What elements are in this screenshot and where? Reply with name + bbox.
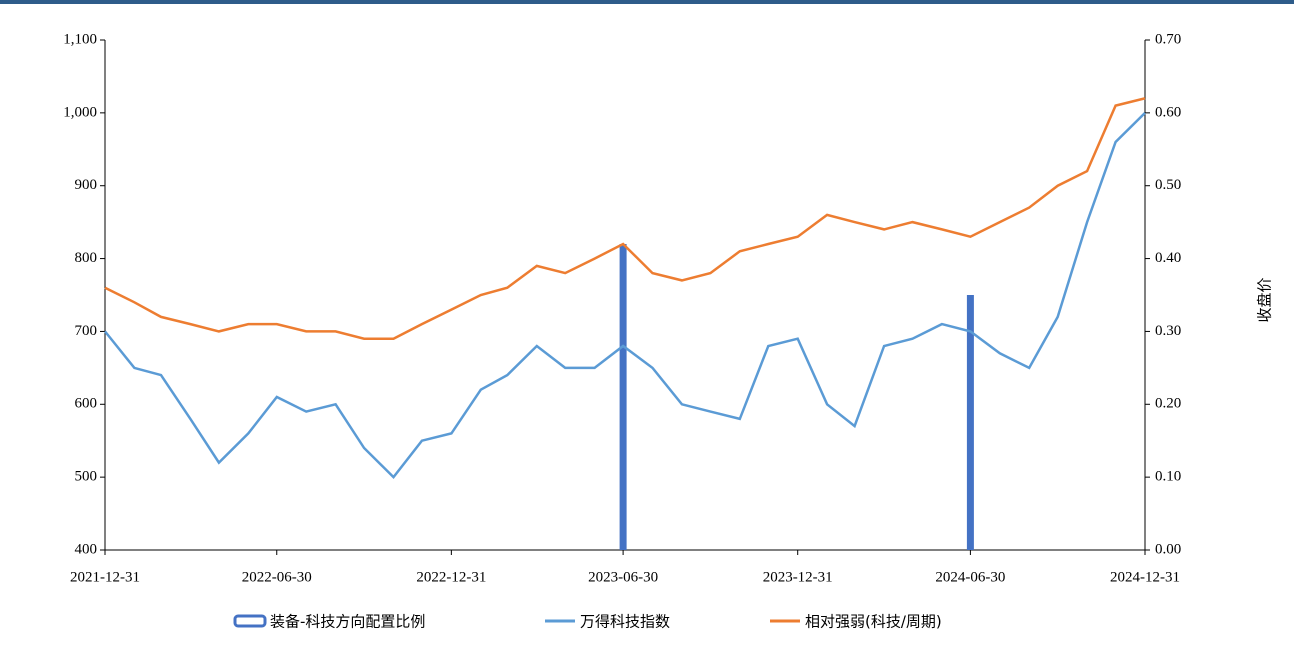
y2-tick-label: 0.50	[1155, 177, 1181, 193]
x-tick-label: 2023-06-30	[588, 569, 658, 585]
x-tick-label: 2024-12-31	[1110, 569, 1180, 585]
bar	[619, 244, 627, 550]
y-tick-label: 400	[75, 541, 98, 557]
y-tick-label: 1,000	[63, 104, 97, 120]
y-tick-label: 1,100	[63, 31, 97, 47]
legend-swatch	[233, 614, 267, 628]
x-tick-label: 2022-06-30	[242, 569, 312, 585]
y2-axis-title: 收盘价	[1256, 277, 1274, 322]
y-tick-label: 800	[75, 250, 98, 266]
header-bar	[0, 0, 1294, 4]
legend-label: 装备-科技方向配置比例	[270, 613, 425, 631]
line	[104, 112, 1146, 479]
y2-tick-label: 0.70	[1155, 31, 1181, 47]
y2-tick-label: 0.30	[1155, 323, 1181, 339]
y2-tick-label: 0.20	[1155, 396, 1181, 412]
x-tick-label: 2023-12-31	[763, 569, 833, 585]
x-tick-label: 2022-12-31	[416, 569, 486, 585]
y2-tick-label: 0.00	[1155, 541, 1181, 557]
y-tick-label: 900	[75, 177, 98, 193]
x-tick-label: 2024-06-30	[935, 569, 1005, 585]
legend-label: 相对强弱(科技/周期)	[805, 613, 942, 631]
legend-label: 万得科技指数	[580, 613, 670, 631]
x-tick-label: 2021-12-31	[70, 569, 140, 585]
y2-tick-label: 0.10	[1155, 469, 1181, 485]
y-tick-label: 600	[75, 396, 98, 412]
y2-tick-label: 0.60	[1155, 104, 1181, 120]
y2-tick-label: 0.40	[1155, 250, 1181, 266]
line	[104, 97, 1146, 340]
bar	[966, 295, 974, 550]
y-tick-label: 700	[75, 323, 98, 339]
y-tick-label: 500	[75, 469, 98, 485]
